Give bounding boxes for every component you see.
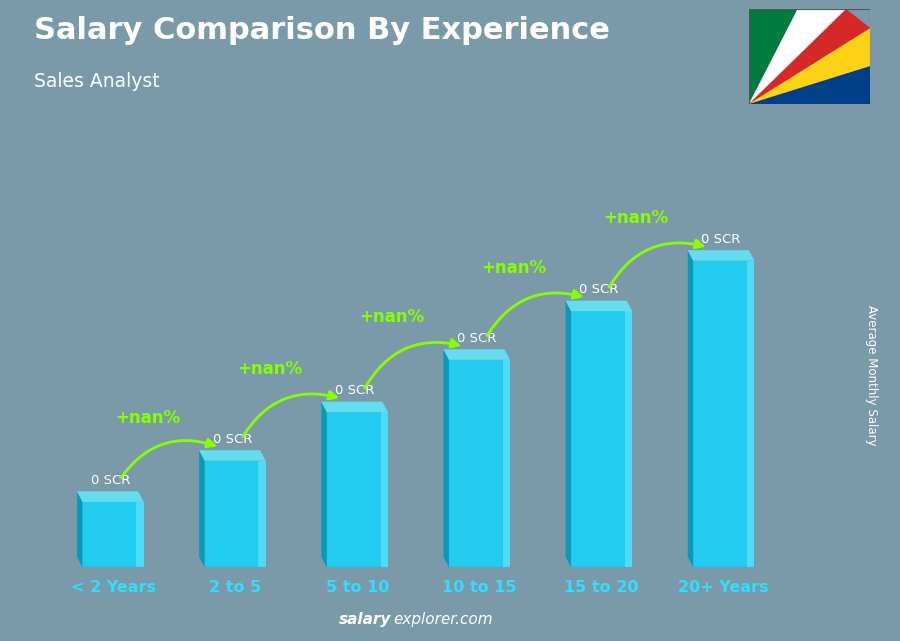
Polygon shape — [321, 402, 327, 567]
Polygon shape — [749, 9, 870, 104]
Text: 0 SCR: 0 SCR — [335, 384, 374, 397]
Polygon shape — [199, 450, 204, 567]
Polygon shape — [77, 492, 83, 567]
Polygon shape — [136, 502, 143, 567]
Polygon shape — [204, 461, 266, 567]
Polygon shape — [444, 349, 510, 360]
Polygon shape — [688, 250, 693, 567]
Text: Average Monthly Salary: Average Monthly Salary — [865, 304, 878, 445]
Polygon shape — [449, 360, 510, 567]
Polygon shape — [83, 502, 143, 567]
Polygon shape — [749, 66, 870, 104]
Text: +nan%: +nan% — [482, 260, 546, 278]
Text: Sales Analyst: Sales Analyst — [34, 72, 160, 91]
Text: Salary Comparison By Experience: Salary Comparison By Experience — [34, 16, 610, 45]
Text: 0 SCR: 0 SCR — [457, 332, 497, 345]
Text: +nan%: +nan% — [115, 409, 180, 427]
Text: 0 SCR: 0 SCR — [580, 283, 618, 296]
Text: 0 SCR: 0 SCR — [212, 433, 252, 445]
Polygon shape — [571, 311, 632, 567]
Polygon shape — [565, 301, 632, 311]
Text: +nan%: +nan% — [359, 308, 425, 326]
Polygon shape — [321, 402, 388, 412]
Text: explorer.com: explorer.com — [393, 612, 493, 627]
Polygon shape — [625, 311, 632, 567]
Text: salary: salary — [339, 612, 392, 627]
Polygon shape — [749, 9, 797, 104]
Polygon shape — [693, 261, 754, 567]
Text: 0 SCR: 0 SCR — [701, 233, 741, 246]
Polygon shape — [199, 450, 266, 461]
Polygon shape — [688, 250, 754, 261]
Polygon shape — [381, 412, 388, 567]
Polygon shape — [77, 492, 143, 502]
Polygon shape — [327, 412, 388, 567]
Polygon shape — [502, 360, 510, 567]
Text: +nan%: +nan% — [604, 209, 669, 227]
Polygon shape — [444, 349, 449, 567]
Polygon shape — [749, 9, 846, 104]
Polygon shape — [258, 461, 265, 567]
Polygon shape — [565, 301, 571, 567]
Text: +nan%: +nan% — [237, 360, 302, 378]
Polygon shape — [747, 261, 754, 567]
Polygon shape — [749, 28, 870, 104]
Text: 0 SCR: 0 SCR — [91, 474, 130, 487]
